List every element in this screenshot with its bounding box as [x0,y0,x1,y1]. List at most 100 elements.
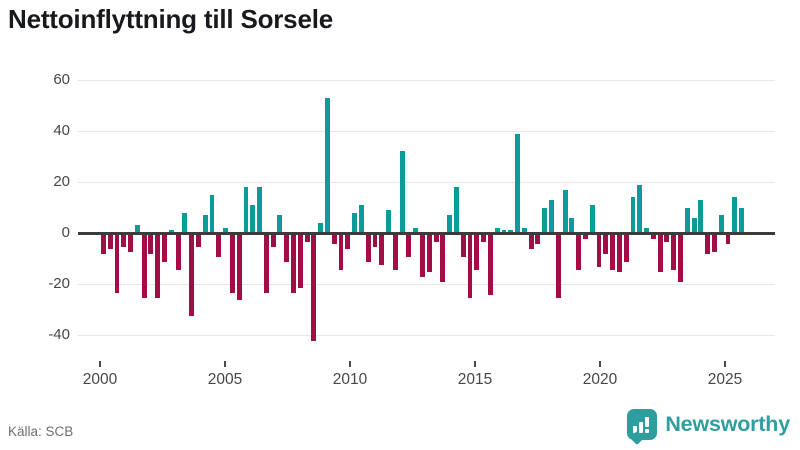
bar [168,230,174,233]
x-tick-label: 2005 [207,371,243,388]
bar [576,234,582,270]
bar [297,234,303,288]
x-tick-mark [99,361,101,367]
bar [623,234,629,263]
x-tick-label: 2025 [707,371,743,388]
bar [406,234,412,257]
bar [277,215,283,233]
bar [121,234,127,247]
bar [291,234,296,293]
x-tick-label: 2020 [582,371,618,388]
bar [223,227,229,233]
y-tick-label: 0 [61,224,70,241]
bar [134,225,140,233]
bar [182,212,188,233]
bar [202,215,208,233]
bar [691,217,697,233]
x-tick-label: 2015 [457,371,493,388]
bar [481,234,487,242]
bar [440,234,446,283]
bar [345,234,351,250]
bar [644,227,649,233]
bar [100,234,106,255]
bar [331,234,337,245]
bar [542,207,548,233]
bar [684,207,690,233]
bar [460,234,466,257]
bar [616,234,622,273]
x-tick-mark [724,361,726,367]
bar [379,234,385,265]
bar [399,151,405,233]
gridline [78,284,775,285]
brand-name: Newsworthy [665,412,790,436]
bar [107,234,113,250]
bar [209,194,215,233]
y-tick-label: -20 [48,275,70,292]
bar [555,234,561,298]
bar [250,204,256,233]
bar [284,234,290,263]
bar [270,234,276,247]
bar [515,133,520,233]
bar [474,234,480,270]
bar [739,207,745,233]
bar [487,234,493,296]
bar [263,234,269,293]
bar [386,210,391,233]
bar [162,234,167,263]
x-tick-label: 2010 [332,371,368,388]
bar [705,234,711,255]
bar [392,234,398,270]
bar [454,187,459,233]
bar [583,234,588,240]
bar [467,234,473,298]
bar [325,97,330,233]
x-tick-label: 2000 [82,371,118,388]
y-tick-label: -40 [48,326,70,343]
x-tick-mark [349,361,351,367]
chart-title: Nettoinflyttning till Sorsele [8,4,333,34]
bar [725,234,731,245]
gridline [78,335,775,336]
bar [610,234,616,270]
bar [698,199,704,233]
x-axis-line [78,232,775,235]
bar [365,234,371,263]
y-tick-label: 40 [53,122,70,139]
bar [318,222,324,233]
bar [311,234,317,342]
bar [603,234,609,255]
bar [229,234,235,293]
bar [216,234,222,257]
bar [420,234,425,278]
bar [549,199,554,233]
bar [141,234,147,298]
bar [664,234,670,242]
bar [189,234,195,316]
bar [257,187,262,233]
bar [630,197,636,233]
bar [718,215,724,233]
bar [562,189,568,233]
bar [657,234,663,273]
x-tick-mark [599,361,601,367]
bar [589,204,595,233]
bar [596,234,602,268]
bar [175,234,181,270]
bar [304,234,310,242]
bar [196,234,201,247]
bar [155,234,161,298]
bar [494,227,500,233]
bar [569,217,575,233]
bar [501,230,507,233]
bar [732,197,738,233]
y-tick-label: 20 [53,173,70,190]
bar [413,227,419,233]
bar [447,215,453,233]
bar [678,234,683,283]
bar [528,234,534,250]
gridline [78,182,775,183]
bar [128,234,133,252]
